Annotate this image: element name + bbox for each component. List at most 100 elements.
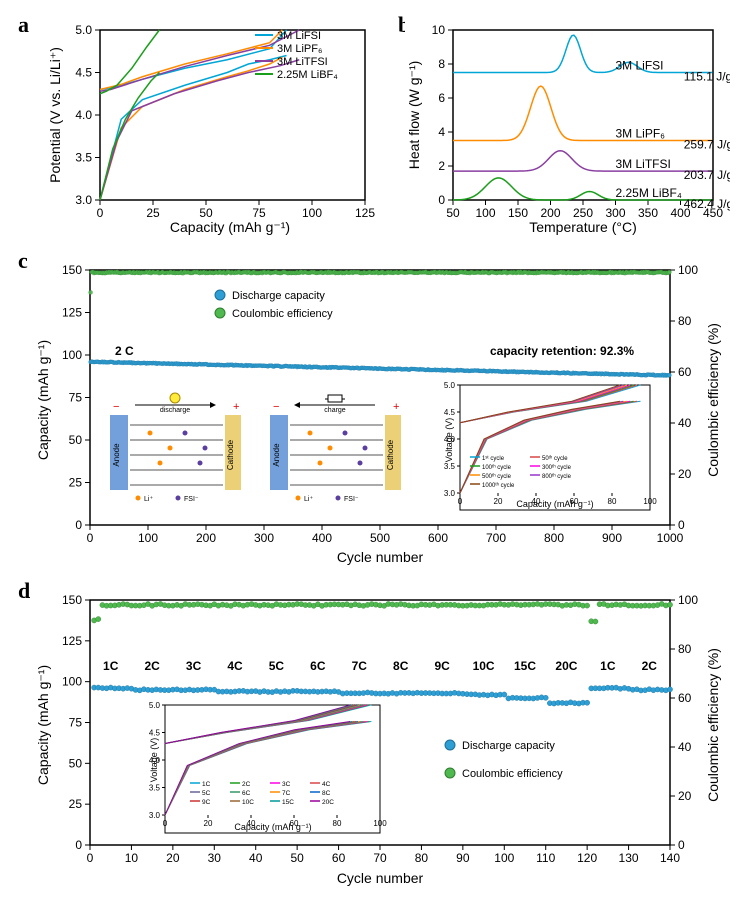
svg-text:Cathode: Cathode (226, 439, 235, 470)
svg-text:10: 10 (125, 851, 139, 865)
svg-text:110: 110 (536, 851, 555, 865)
svg-text:4C: 4C (322, 781, 331, 788)
svg-text:20: 20 (678, 467, 692, 481)
svg-text:203.7 J/g: 203.7 J/g (684, 168, 730, 182)
svg-text:20C: 20C (555, 659, 577, 673)
svg-text:Anode: Anode (112, 443, 121, 467)
svg-text:9C: 9C (434, 659, 450, 673)
svg-text:25: 25 (69, 476, 83, 490)
svg-text:8C: 8C (393, 659, 409, 673)
svg-text:+: + (393, 401, 399, 413)
svg-text:4.5: 4.5 (444, 408, 456, 417)
svg-text:3M LiFSI: 3M LiFSI (616, 59, 664, 73)
svg-text:90: 90 (456, 851, 470, 865)
svg-text:4: 4 (438, 125, 445, 139)
svg-text:0: 0 (87, 851, 94, 865)
panel-b-ylabel: Heat flow (W g⁻¹) (406, 61, 422, 170)
svg-text:2C: 2C (144, 659, 160, 673)
schematic-charge: Anode Cathode −+ charge Li⁺ FSI⁻ (270, 395, 401, 503)
svg-text:800ᵗʰ cycle: 800ᵗʰ cycle (542, 473, 572, 480)
panel-c-legend-ce: Coulombic efficiency (232, 308, 333, 320)
svg-text:70: 70 (373, 851, 387, 865)
schematic-discharge: Anode Cathode −+ discharge Li⁺ FSI⁻ (110, 393, 241, 503)
svg-text:50: 50 (69, 756, 83, 770)
svg-text:350: 350 (638, 206, 658, 220)
svg-text:120: 120 (577, 851, 597, 865)
svg-text:250: 250 (573, 206, 593, 220)
svg-text:25: 25 (69, 797, 83, 811)
svg-text:1000ᵗʰ cycle: 1000ᵗʰ cycle (482, 482, 515, 489)
svg-text:100: 100 (475, 206, 495, 220)
panel-d: 0102030405060708090100110120130140 02550… (30, 590, 730, 890)
panel-c-xlabel: Cycle number (337, 549, 424, 565)
svg-text:3M LiPF₆: 3M LiPF₆ (277, 43, 322, 55)
panel-d-legend-discharge: Discharge capacity (462, 740, 555, 752)
svg-text:2C: 2C (242, 781, 251, 788)
panel-c-inset: 0204060801003.03.54.04.55.0 1ˢᵗ cycle50ᵗ… (444, 381, 657, 510)
svg-text:20: 20 (166, 851, 180, 865)
svg-text:0: 0 (87, 531, 94, 545)
panel-b: 50100150200250300350400450 0246810 3M Li… (405, 20, 730, 240)
panel-d-inset: 0204060801003.03.54.04.55.0 1C2C3C4C5C6C… (149, 701, 387, 833)
svg-text:8C: 8C (322, 790, 331, 797)
panel-c-label: c (18, 248, 28, 274)
svg-text:3M LiTFSI: 3M LiTFSI (616, 157, 671, 171)
svg-text:20: 20 (204, 819, 213, 828)
svg-text:2.25M LiBF₄: 2.25M LiBF₄ (616, 186, 682, 200)
svg-text:0: 0 (97, 206, 104, 220)
svg-text:700: 700 (486, 531, 506, 545)
svg-text:1C: 1C (600, 659, 616, 673)
svg-text:3M LiPF₆: 3M LiPF₆ (616, 127, 666, 141)
svg-text:0: 0 (678, 518, 685, 532)
svg-text:5.0: 5.0 (75, 23, 92, 37)
svg-text:1ˢᵗ cycle: 1ˢᵗ cycle (482, 455, 505, 462)
svg-text:5.0: 5.0 (149, 701, 161, 710)
svg-text:60: 60 (678, 691, 692, 705)
svg-text:3C: 3C (186, 659, 202, 673)
svg-text:1C: 1C (103, 659, 119, 673)
svg-text:1000: 1000 (657, 531, 684, 545)
svg-text:7C: 7C (282, 790, 291, 797)
panel-c: 01002003004005006007008009001000 0255075… (30, 260, 730, 570)
svg-text:10: 10 (432, 23, 446, 37)
svg-text:80: 80 (608, 497, 617, 506)
svg-text:charge: charge (324, 407, 346, 414)
svg-text:400: 400 (312, 531, 332, 545)
svg-text:500ᵗʰ cycle: 500ᵗʰ cycle (482, 473, 512, 480)
panel-c-ylabel-right: Coulombic efficiency (%) (705, 323, 721, 477)
svg-text:4.5: 4.5 (75, 66, 92, 80)
svg-text:0: 0 (438, 193, 445, 207)
svg-text:50: 50 (290, 851, 304, 865)
svg-text:462.4 J/g: 462.4 J/g (684, 197, 730, 211)
svg-text:0: 0 (75, 518, 82, 532)
svg-text:40: 40 (678, 416, 692, 430)
svg-text:0: 0 (678, 838, 685, 852)
svg-text:−: − (273, 401, 279, 413)
svg-text:80: 80 (415, 851, 429, 865)
panel-d-chart: 0102030405060708090100110120130140 02550… (30, 590, 730, 890)
svg-text:800: 800 (544, 531, 564, 545)
svg-text:60: 60 (678, 365, 692, 379)
svg-text:100: 100 (62, 348, 82, 362)
svg-text:75: 75 (69, 391, 83, 405)
svg-text:Voltage (V): Voltage (V) (444, 418, 454, 463)
svg-text:100: 100 (138, 531, 158, 545)
panel-c-chart: 01002003004005006007008009001000 0255075… (30, 260, 730, 570)
svg-text:40: 40 (678, 740, 692, 754)
svg-text:Voltage (V): Voltage (V) (149, 738, 159, 783)
svg-text:9C: 9C (202, 799, 211, 806)
panel-d-label: d (18, 578, 30, 604)
svg-text:130: 130 (619, 851, 639, 865)
svg-text:150: 150 (508, 206, 528, 220)
svg-text:Capacity (mAh g⁻¹): Capacity (mAh g⁻¹) (234, 822, 311, 832)
panel-d-ylabel-right: Coulombic efficiency (%) (705, 648, 721, 802)
svg-text:75: 75 (252, 206, 266, 220)
svg-text:100: 100 (678, 593, 698, 607)
svg-text:8: 8 (438, 57, 445, 71)
svg-text:6: 6 (438, 91, 445, 105)
svg-text:150: 150 (62, 263, 82, 277)
svg-text:4.0: 4.0 (75, 108, 92, 122)
svg-text:0: 0 (163, 819, 168, 828)
panel-a: 0255075100125 3.03.54.04.55.0 3M LiFSI3M… (45, 20, 385, 240)
svg-text:−: − (113, 401, 119, 413)
